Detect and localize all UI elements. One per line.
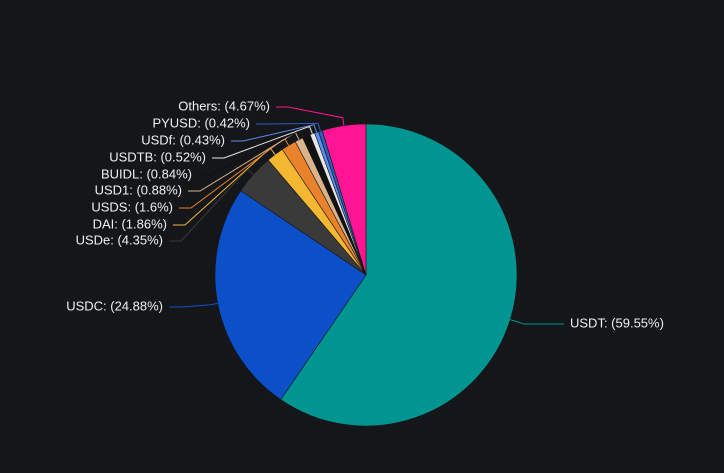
slice-label: USDf: (0.43%) <box>141 132 225 147</box>
leader-line <box>212 125 313 159</box>
slice-label: USDe: (4.35%) <box>76 232 163 247</box>
slice-label: DAI: (1.86%) <box>93 216 167 231</box>
leader-line <box>188 131 300 192</box>
leader-line <box>179 137 290 209</box>
slice-label: USDS: (1.6%) <box>91 199 173 214</box>
slice-label: PYUSD: (0.42%) <box>152 115 250 130</box>
leader-line <box>169 302 218 308</box>
pie-slice <box>280 123 518 427</box>
slice-label: Others: (4.67%) <box>178 98 270 113</box>
pie-slice <box>214 190 367 401</box>
pie-slice <box>321 123 367 276</box>
leader-line <box>173 147 276 226</box>
slice-label: USDTB: (0.52%) <box>109 149 206 164</box>
leader-line <box>169 168 254 242</box>
leader-line <box>276 106 345 126</box>
leader-line <box>231 124 318 142</box>
slice-label: USDT: (59.55%) <box>570 315 664 330</box>
slice-label: USDC: (24.88%) <box>66 298 163 313</box>
leader-line <box>510 319 564 325</box>
slice-label: BUIDL: (0.84%) <box>101 166 192 181</box>
leader-line <box>256 122 321 132</box>
slice-label: USD1: (0.88%) <box>95 182 182 197</box>
leader-line <box>198 128 307 176</box>
